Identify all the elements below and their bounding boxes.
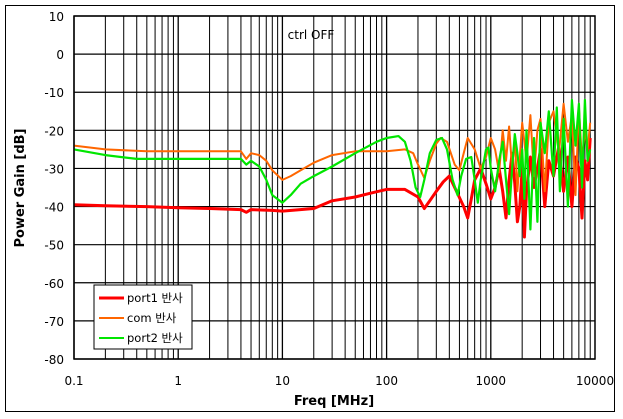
x-tick-label: 1000: [476, 374, 507, 388]
y-tick-label: 0: [56, 48, 64, 62]
y-tick-label: -70: [44, 315, 64, 329]
y-axis-title: Power Gain [dB]: [13, 129, 28, 248]
plot-area-border: [73, 15, 596, 360]
x-tick-labels: 0.1 1 10 100 1000 10000: [64, 374, 614, 388]
y-tick-labels: 10 0 -10 -20 -30 -40 -50 -60 -70 -80: [44, 10, 64, 367]
x-tick-label: 1: [174, 374, 182, 388]
legend: port1 반사 com 반사 port2 반사: [93, 284, 193, 350]
legend-label-com: com 반사: [127, 311, 177, 325]
x-tick-label: 10: [275, 374, 290, 388]
y-tick-label: -80: [44, 353, 64, 367]
y-tick-label: -60: [44, 277, 64, 291]
y-tick-label: -50: [44, 239, 64, 253]
x-tick-label: 0.1: [64, 374, 83, 388]
x-tick-label: 100: [375, 374, 398, 388]
legend-label-port1: port1 반사: [127, 291, 183, 305]
y-tick-label: -30: [44, 162, 64, 176]
legend-label-port2: port2 반사: [127, 331, 183, 345]
x-tick-label: 10000: [576, 374, 614, 388]
y-tick-label: -20: [44, 124, 64, 138]
series-line-1: [73, 102, 592, 197]
y-tick-label: -10: [44, 86, 64, 100]
series-line-2: [73, 98, 592, 231]
series-line-0: [73, 137, 592, 239]
x-axis-title: Freq [MHz]: [294, 394, 374, 409]
y-tick-label: 10: [49, 10, 64, 24]
y-tick-label: -40: [44, 201, 64, 215]
series-lines: [73, 98, 592, 239]
chart-annotation: ctrl OFF: [288, 28, 335, 42]
